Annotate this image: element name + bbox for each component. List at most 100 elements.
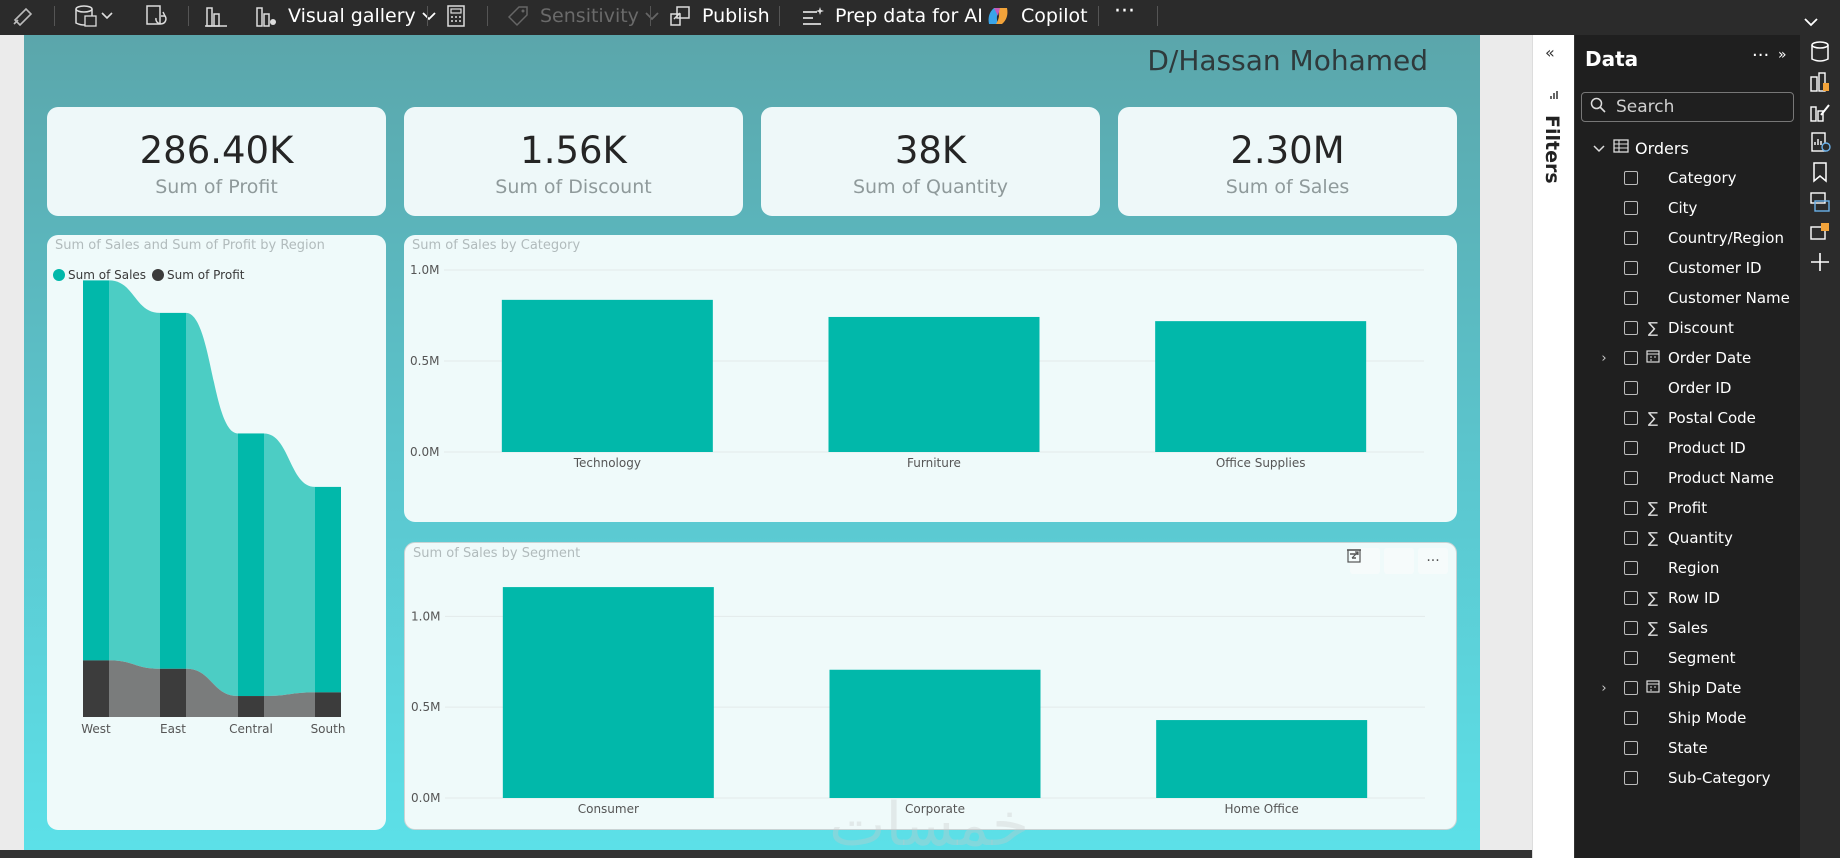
legend-item-sales[interactable]: Sum of Sales bbox=[53, 268, 146, 282]
more-options-icon[interactable]: ··· bbox=[1752, 45, 1770, 66]
prep-data-for-ai-button[interactable]: Prep data for AI bbox=[801, 0, 983, 31]
ribbon-sales[interactable] bbox=[186, 312, 238, 697]
category-bar-chart-visual[interactable]: Sum of Sales by Category 0.0M 0.5M 1.0M Tec… bbox=[404, 235, 1457, 522]
data-search-box[interactable] bbox=[1581, 92, 1794, 122]
field-checkbox[interactable] bbox=[1624, 621, 1638, 635]
format-painter-button[interactable] bbox=[12, 0, 36, 31]
field-checkbox[interactable] bbox=[1624, 471, 1638, 485]
sensitivity-button[interactable]: Sensitivity bbox=[506, 0, 659, 31]
field-item[interactable]: ∑ Discount bbox=[1593, 315, 1798, 341]
search-input[interactable] bbox=[1616, 97, 1776, 117]
field-checkbox[interactable] bbox=[1624, 501, 1638, 515]
field-item[interactable]: City bbox=[1593, 195, 1798, 221]
field-item[interactable]: State bbox=[1593, 735, 1798, 761]
ribbon-profit[interactable] bbox=[186, 668, 238, 717]
bar-consumer[interactable] bbox=[502, 587, 714, 798]
field-checkbox[interactable] bbox=[1624, 231, 1638, 245]
kpi-card-sales[interactable]: 2.30M Sum of Sales bbox=[1118, 107, 1457, 216]
visual-gallery-button[interactable]: Visual gallery bbox=[254, 0, 436, 31]
ribbon-profit[interactable] bbox=[109, 660, 160, 717]
field-item[interactable]: ∑ Postal Code bbox=[1593, 405, 1798, 431]
field-checkbox[interactable] bbox=[1624, 261, 1638, 275]
focus-mode-icon[interactable] bbox=[1347, 548, 1414, 574]
segment-bar-chart-visual[interactable]: Sum of Sales by Segment ··· 0.0M 0.5M 1.0M… bbox=[404, 542, 1457, 830]
field-checkbox[interactable] bbox=[1624, 351, 1638, 365]
more-commands-button[interactable]: ··· bbox=[1114, 0, 1135, 27]
ribbon-expand-button[interactable] bbox=[1804, 6, 1818, 37]
field-item[interactable]: Customer Name bbox=[1593, 285, 1798, 311]
field-item[interactable]: Sub-Category bbox=[1593, 765, 1798, 791]
ribbon-bar-sales[interactable] bbox=[315, 486, 341, 693]
expand-filters-icon[interactable]: « bbox=[1545, 43, 1555, 62]
field-checkbox[interactable] bbox=[1624, 591, 1638, 605]
selection-pane-toggle[interactable] bbox=[1807, 221, 1833, 247]
field-item[interactable]: Segment bbox=[1593, 645, 1798, 671]
performance-pane-toggle[interactable] bbox=[1807, 131, 1833, 157]
ribbon-chart-visual[interactable]: Sum of Sales and Sum of Profit by Region… bbox=[47, 235, 386, 830]
more-options-icon[interactable]: ··· bbox=[1418, 548, 1448, 574]
field-checkbox[interactable] bbox=[1624, 201, 1638, 215]
refresh-button[interactable] bbox=[144, 0, 168, 31]
field-checkbox[interactable] bbox=[1624, 561, 1638, 575]
ribbon-profit[interactable] bbox=[264, 692, 315, 717]
field-item[interactable]: ∑ Quantity bbox=[1593, 525, 1798, 551]
legend-item-profit[interactable]: Sum of Profit bbox=[152, 268, 244, 282]
new-visual-button[interactable] bbox=[204, 0, 228, 31]
ribbon-bar-sales[interactable] bbox=[238, 433, 264, 697]
field-checkbox[interactable] bbox=[1624, 411, 1638, 425]
field-item[interactable]: Order ID bbox=[1593, 375, 1798, 401]
format-pane-toggle[interactable] bbox=[1807, 101, 1833, 127]
field-checkbox[interactable] bbox=[1624, 531, 1638, 545]
add-pane-button[interactable] bbox=[1807, 251, 1833, 277]
field-item[interactable]: ∑ Sales bbox=[1593, 615, 1798, 641]
field-item[interactable]: Country/Region bbox=[1593, 225, 1798, 251]
ribbon-bar-profit[interactable] bbox=[160, 668, 186, 717]
ribbon-sales[interactable] bbox=[264, 433, 315, 697]
field-item[interactable]: Ship Mode bbox=[1593, 705, 1798, 731]
table-node-orders[interactable]: Orders bbox=[1593, 138, 1689, 158]
ribbon-bar-profit[interactable] bbox=[83, 660, 109, 717]
ribbon-bar-profit[interactable] bbox=[238, 696, 264, 717]
get-data-button[interactable] bbox=[74, 0, 113, 31]
data-pane-toggle[interactable] bbox=[1807, 41, 1833, 67]
visualizations-pane-toggle[interactable] bbox=[1807, 71, 1833, 97]
field-item[interactable]: › Order Date bbox=[1593, 345, 1798, 371]
field-checkbox[interactable] bbox=[1624, 171, 1638, 185]
field-checkbox[interactable] bbox=[1624, 771, 1638, 785]
filters-pane-collapsed[interactable]: « Filters bbox=[1532, 35, 1574, 858]
field-checkbox[interactable] bbox=[1624, 321, 1638, 335]
field-checkbox[interactable] bbox=[1624, 381, 1638, 395]
quick-measure-button[interactable] bbox=[446, 0, 466, 31]
field-checkbox[interactable] bbox=[1624, 681, 1638, 695]
publish-button[interactable]: Publish bbox=[668, 0, 770, 31]
chevron-right-icon[interactable]: › bbox=[1601, 350, 1607, 366]
field-checkbox[interactable] bbox=[1624, 441, 1638, 455]
field-item[interactable]: Category bbox=[1593, 165, 1798, 191]
field-checkbox[interactable] bbox=[1624, 651, 1638, 665]
sync-slicers-pane-toggle[interactable] bbox=[1807, 191, 1833, 217]
bar-home-office[interactable] bbox=[1156, 720, 1368, 798]
field-checkbox[interactable] bbox=[1624, 711, 1638, 725]
field-item[interactable]: Region bbox=[1593, 555, 1798, 581]
bar-office-supplies[interactable] bbox=[1155, 321, 1367, 452]
kpi-card-profit[interactable]: 286.40K Sum of Profit bbox=[47, 107, 386, 216]
ribbon-bar-sales[interactable] bbox=[160, 312, 186, 669]
field-checkbox[interactable] bbox=[1624, 291, 1638, 305]
bar-corporate[interactable] bbox=[829, 669, 1041, 798]
kpi-card-discount[interactable]: 1.56K Sum of Discount bbox=[404, 107, 743, 216]
chevron-right-icon[interactable]: › bbox=[1601, 680, 1607, 696]
field-item[interactable]: Product ID bbox=[1593, 435, 1798, 461]
ribbon-bar-sales[interactable] bbox=[83, 280, 109, 661]
bookmarks-pane-toggle[interactable] bbox=[1807, 161, 1833, 187]
kpi-card-quantity[interactable]: 38K Sum of Quantity bbox=[761, 107, 1100, 216]
collapse-pane-icon[interactable]: » bbox=[1778, 47, 1787, 63]
field-item[interactable]: Customer ID bbox=[1593, 255, 1798, 281]
field-item[interactable]: › Ship Date bbox=[1593, 675, 1798, 701]
ribbon-bar-profit[interactable] bbox=[315, 692, 341, 717]
field-item[interactable]: ∑ Row ID bbox=[1593, 585, 1798, 611]
ribbon-sales[interactable] bbox=[109, 280, 160, 669]
copilot-button[interactable]: Copilot bbox=[985, 0, 1088, 31]
bar-furniture[interactable] bbox=[828, 316, 1040, 452]
field-item[interactable]: ∑ Profit bbox=[1593, 495, 1798, 521]
field-item[interactable]: Product Name bbox=[1593, 465, 1798, 491]
